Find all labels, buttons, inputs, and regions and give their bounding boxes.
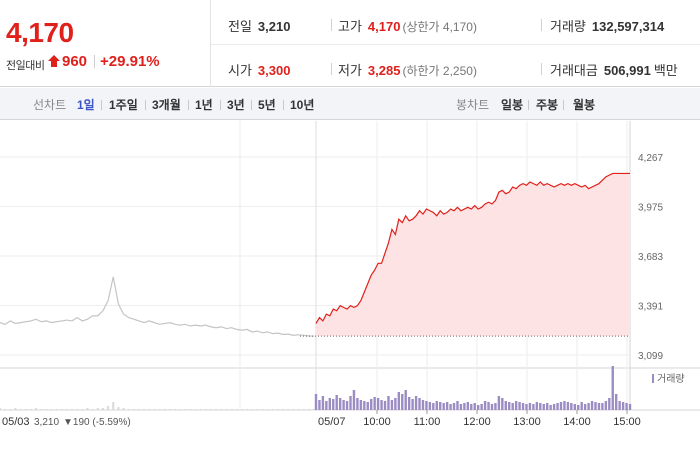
tab-period-1w[interactable]: 1주일 [109,98,138,112]
today-price-line [315,172,630,324]
tab-candle-daily[interactable]: 일봉 [501,98,524,112]
tab-separator [563,100,564,110]
volume-value: 132,597,314 [591,19,665,34]
tab-candle-weekly[interactable]: 주봉 [536,98,559,112]
tab-period-1d[interactable]: 1일 [77,98,95,112]
line-chart-label: 선차트 [33,98,67,112]
prev-close-label: 전일 [228,19,252,34]
tab-separator [188,100,189,110]
volume-legend-label: 거래량 [657,373,685,385]
header-divider [210,0,211,87]
x-tick-label: 12:00 [463,416,491,428]
today-area-fill [316,173,630,337]
tab-separator [220,100,221,110]
volume-label: 거래량 [550,19,586,34]
change-label: 전일대비 [6,60,45,72]
trade-value-label: 거래대금 [550,63,598,78]
quote-header: 4,170 전일대비 960 +29.91% 전일 3,210 고가 4,170 (상… [0,0,700,87]
up-arrow-icon [48,55,60,67]
stat-trade-value: 거래대금 506,991 백만 [550,60,678,79]
x-tick-label: 15:00 [613,416,641,428]
y-tick-label: 3,391 [638,302,663,313]
chart-tab-bar: 선차트 1일 1주일 3개월 1년 3년 5년 10년 봉차트 일봉 주봉 월봉 [0,88,700,120]
x-tick-label: 14:00 [563,416,591,428]
tab-period-3m[interactable]: 3개월 [152,98,181,112]
header-row-divider [211,44,700,45]
y-tick-label: 3,099 [638,351,663,362]
today-series [300,172,630,337]
prev-day-series [0,276,315,337]
prev-close-summary: 3,210 [34,417,59,428]
current-price: 4,170 [6,17,74,48]
candle-chart-label: 봉차트 [456,98,490,112]
tab-period-5y[interactable]: 5년 [258,98,276,112]
tab-separator [251,100,252,110]
low-value: 3,285 [367,63,401,78]
prev-day-line [0,276,315,337]
prev-date-label: 05/03 [2,416,30,428]
stat-open: 시가 3,300 [228,60,290,79]
trade-value: 506,991 [603,63,651,78]
stat-low: 저가 3,285 (하한가 2,250) [338,60,477,79]
open-label: 시가 [228,63,252,78]
tab-separator [145,100,146,110]
stat-prev-close: 전일 3,210 [228,16,290,35]
x-tick-label: 13:00 [513,416,541,428]
change-separator [94,55,95,68]
tab-period-1y[interactable]: 1년 [195,98,213,112]
upper-limit: (상한가 4,170) [402,20,477,34]
prev-change-summary: ▼190 (-5.59%) [63,417,131,428]
stat-separator [541,63,542,75]
stat-volume: 거래량 132,597,314 [550,16,664,35]
low-label: 저가 [338,63,362,78]
open-value: 3,300 [257,63,291,78]
stat-high: 고가 4,170 (상한가 4,170) [338,16,477,35]
high-label: 고가 [338,19,362,34]
volume-legend-swatch [652,374,654,383]
today-date-label: 05/07 [318,416,346,428]
prev-close-value: 3,210 [257,19,291,34]
tab-separator [528,100,529,110]
stat-separator [331,63,332,75]
trade-value-unit: 백만 [653,63,678,78]
y-tick-label: 4,267 [638,153,663,164]
x-tick-label: 11:00 [414,416,441,428]
price-chart[interactable]: 4,267 3,975 3,683 3,391 3,099 10:00 11:00 12:00… [0,121,700,450]
y-tick-label: 3,975 [638,203,663,214]
stat-separator [331,19,332,31]
change-percent: +29.91% [100,53,160,70]
change-value: 960 [62,53,88,70]
tab-candle-monthly[interactable]: 월봉 [573,98,596,112]
stat-separator [541,19,542,31]
high-value: 4,170 [367,19,401,34]
volume-bars [0,366,632,410]
axis-labels: 4,267 3,975 3,683 3,391 3,099 10:00 11:00 12:00… [2,153,685,428]
x-tick-label: 10:00 [363,416,391,428]
tab-period-10y[interactable]: 10년 [290,98,315,112]
tab-separator [283,100,284,110]
tab-separator [101,100,102,110]
tab-period-3y[interactable]: 3년 [227,98,245,112]
y-tick-label: 3,683 [638,252,663,263]
lower-limit: (하한가 2,250) [402,64,477,78]
